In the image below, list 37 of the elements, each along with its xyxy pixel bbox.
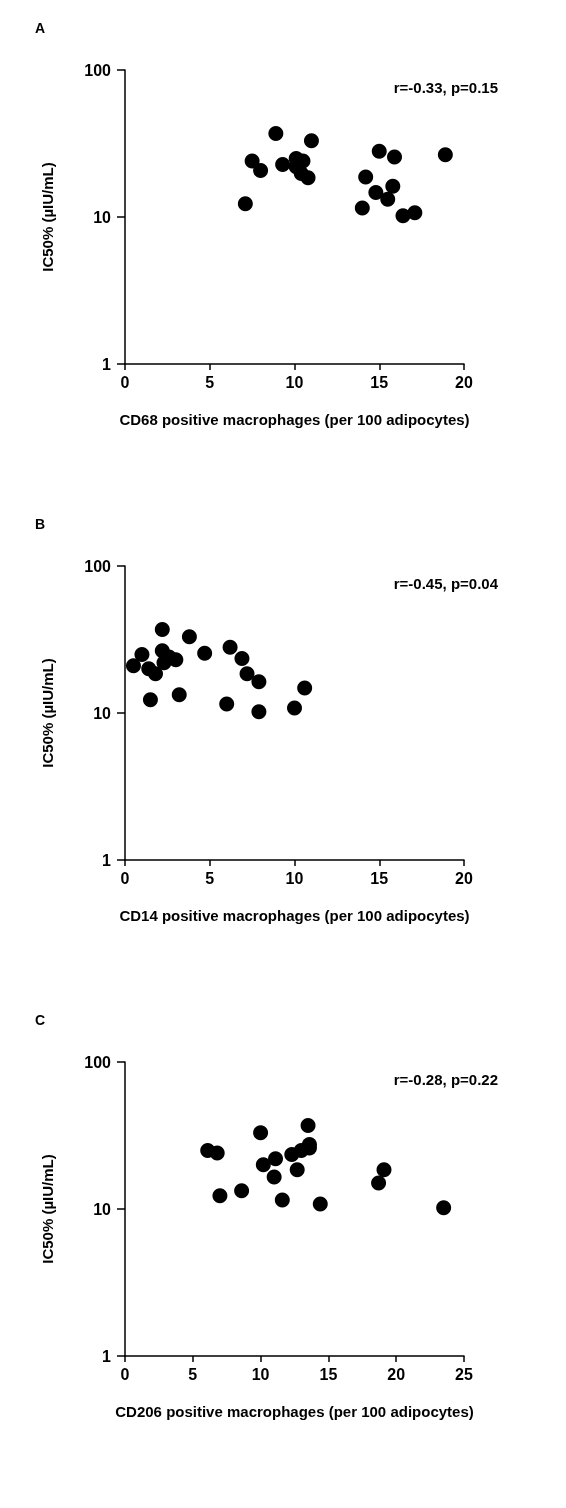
y-tick-label: 10 bbox=[93, 1200, 112, 1218]
y-axis-title: IC50% (µIU/mL) bbox=[39, 162, 56, 272]
x-tick-label: 5 bbox=[188, 1365, 198, 1383]
x-tick-label: 15 bbox=[319, 1365, 338, 1383]
y-tick-label: 1 bbox=[102, 355, 112, 373]
y-tick-label: 100 bbox=[84, 61, 112, 79]
annotation: r=-0.45, p=0.04 bbox=[393, 575, 499, 592]
x-tick-label: 15 bbox=[370, 869, 389, 887]
x-tick-label: 25 bbox=[455, 1365, 473, 1383]
y-tick-label: 100 bbox=[84, 1053, 112, 1071]
y-tick-label: 10 bbox=[93, 704, 112, 722]
x-tick-label: 0 bbox=[120, 869, 130, 887]
x-tick-label: 10 bbox=[285, 373, 304, 391]
x-axis-title: CD14 positive macrophages (per 100 adipocytes) bbox=[119, 907, 470, 924]
x-tick-label: 5 bbox=[205, 373, 215, 391]
x-tick-label: 0 bbox=[120, 1365, 130, 1383]
chart-title: A bbox=[35, 20, 46, 36]
annotation: r=-0.28, p=0.22 bbox=[393, 1071, 499, 1088]
annotation: r=-0.33, p=0.15 bbox=[393, 79, 499, 96]
y-tick-label: 1 bbox=[102, 1347, 112, 1365]
y-axis-title: IC50% (µIU/mL) bbox=[39, 658, 56, 768]
chart-title: B bbox=[35, 516, 46, 532]
x-tick-label: 5 bbox=[205, 869, 215, 887]
x-tick-label: 20 bbox=[455, 869, 473, 887]
x-tick-label: 0 bbox=[120, 373, 130, 391]
y-tick-label: 1 bbox=[102, 851, 112, 869]
x-axis-title: CD68 positive macrophages (per 100 adipocytes) bbox=[119, 411, 470, 428]
chart-title: C bbox=[35, 1012, 46, 1028]
y-tick-label: 100 bbox=[84, 557, 112, 575]
x-tick-label: 10 bbox=[285, 869, 304, 887]
x-tick-label: 20 bbox=[387, 1365, 406, 1383]
x-tick-label: 15 bbox=[370, 373, 389, 391]
y-axis-title: IC50% (µIU/mL) bbox=[39, 1154, 56, 1264]
x-tick-label: 10 bbox=[251, 1365, 270, 1383]
x-axis-title: CD206 positive macrophages (per 100 adipocytes) bbox=[115, 1403, 474, 1420]
y-tick-label: 10 bbox=[93, 208, 112, 226]
x-tick-label: 20 bbox=[455, 373, 473, 391]
